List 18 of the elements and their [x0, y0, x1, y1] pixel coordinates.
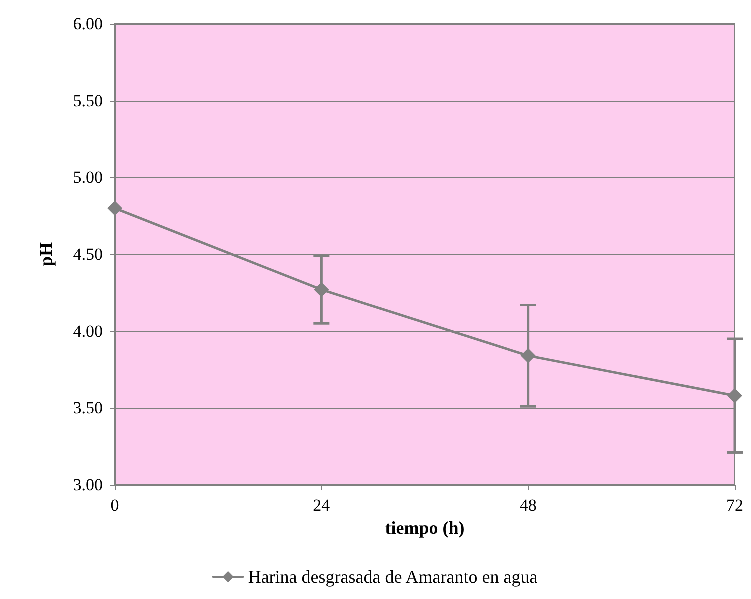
- point: [108, 200, 122, 216]
- point: [520, 348, 536, 364]
- x-tick-label: 72: [726, 496, 744, 515]
- y-tick-label: 5.50: [73, 91, 103, 110]
- x-tick-label: 0: [110, 496, 120, 515]
- y-tick-label: 3.00: [73, 476, 103, 494]
- y-axis-title: pH: [36, 242, 56, 267]
- x-tick-label: 24: [313, 496, 331, 515]
- y-tick-label: 5.00: [73, 168, 103, 188]
- legend-label: Harina desgrasada de Amaranto en agua: [248, 567, 538, 587]
- y-tick-label: 4.00: [73, 322, 103, 341]
- point: [728, 388, 742, 404]
- y-tick-label: 6.00: [73, 14, 103, 34]
- point: [314, 282, 330, 298]
- x-tick-label: 48: [520, 496, 537, 515]
- x-axis-title: tiempo (h): [385, 518, 465, 538]
- y-tick-label: 4.50: [73, 245, 103, 264]
- y-tick-label: 3.50: [73, 398, 103, 418]
